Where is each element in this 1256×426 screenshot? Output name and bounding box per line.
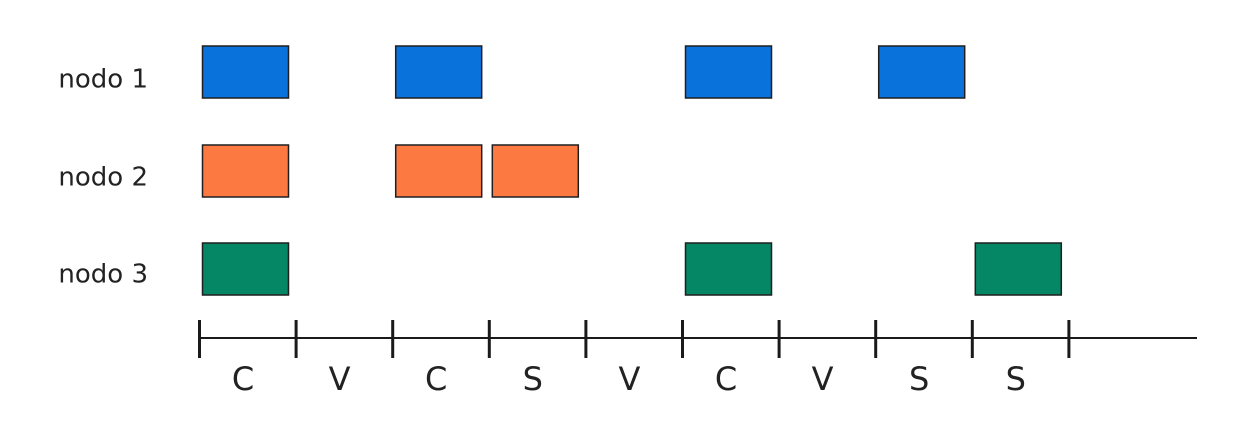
slot-blocks bbox=[201, 45, 1063, 296]
node-label-2: nodo 2 bbox=[58, 163, 148, 193]
node-1-block-1 bbox=[201, 45, 290, 99]
slot-label: V bbox=[812, 360, 834, 398]
node-3-block-2 bbox=[684, 242, 773, 296]
slot-label: V bbox=[329, 360, 351, 398]
slot-label: C bbox=[425, 360, 447, 398]
slot-label: S bbox=[909, 360, 929, 398]
node-3-block-3 bbox=[974, 242, 1063, 296]
axis-ticks bbox=[198, 320, 1071, 358]
node-label-3: nodo 3 bbox=[58, 260, 148, 290]
node-1-block-2 bbox=[394, 45, 483, 99]
slot-label: V bbox=[618, 360, 640, 398]
node-2-block-3 bbox=[491, 144, 580, 198]
node-1-block-4 bbox=[877, 45, 966, 99]
node-2-block-2 bbox=[394, 144, 483, 198]
node-labels: nodo 1 nodo 2 nodo 3 bbox=[58, 65, 148, 290]
node-1-block-3 bbox=[684, 45, 773, 99]
node-label-1: nodo 1 bbox=[58, 65, 148, 95]
node-3-block-1 bbox=[201, 242, 290, 296]
slot-label: C bbox=[232, 360, 254, 398]
node-2-block-1 bbox=[201, 144, 290, 198]
slot-label: S bbox=[1006, 360, 1026, 398]
slot-label: C bbox=[715, 360, 737, 398]
slot-label: S bbox=[523, 360, 543, 398]
